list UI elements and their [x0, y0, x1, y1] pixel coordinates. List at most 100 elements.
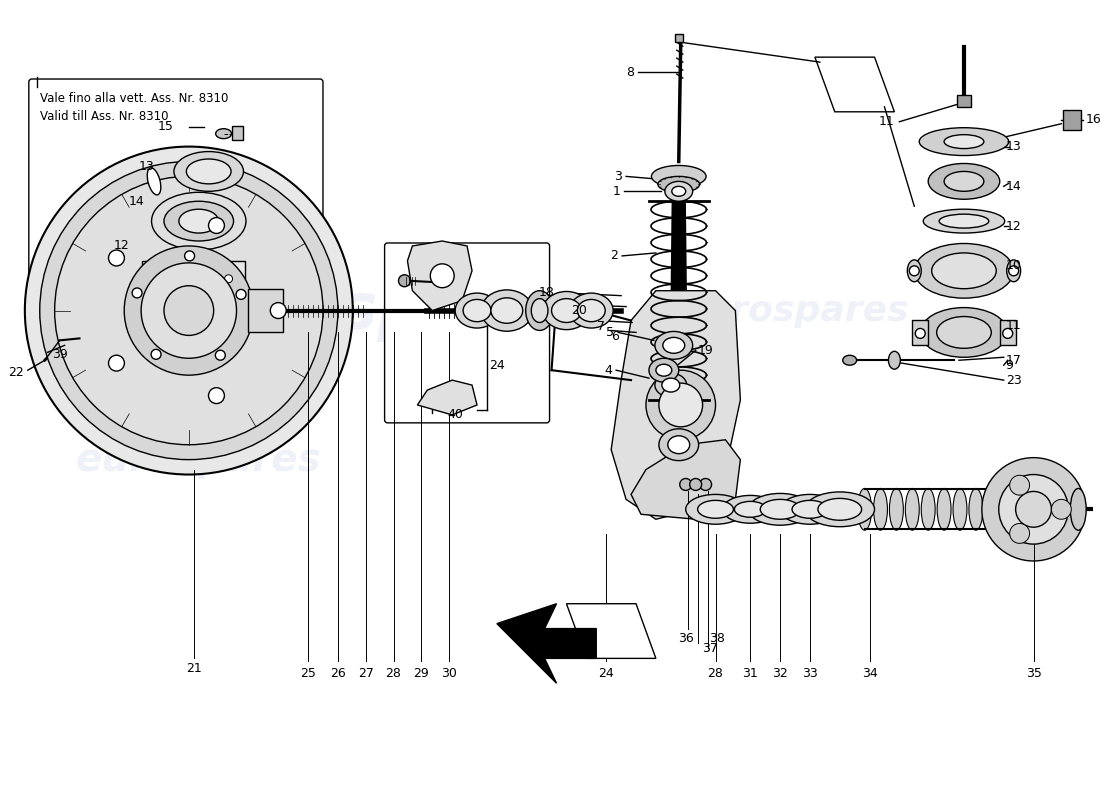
Text: Vale fino alla vett. Ass. Nr. 8310: Vale fino alla vett. Ass. Nr. 8310 [40, 92, 228, 105]
Ellipse shape [570, 293, 613, 328]
Ellipse shape [735, 502, 767, 518]
Ellipse shape [664, 182, 693, 202]
Text: 34: 34 [861, 666, 878, 680]
Ellipse shape [672, 186, 685, 196]
Circle shape [40, 162, 338, 460]
Ellipse shape [164, 202, 233, 241]
Text: 28: 28 [707, 666, 724, 680]
Text: 24: 24 [488, 358, 505, 372]
Ellipse shape [936, 317, 991, 348]
Text: 19: 19 [697, 344, 714, 357]
Text: 21: 21 [186, 662, 201, 675]
Ellipse shape [658, 176, 700, 192]
Text: 2: 2 [610, 250, 618, 262]
Ellipse shape [455, 293, 499, 328]
Polygon shape [497, 604, 596, 683]
Text: 11: 11 [879, 115, 894, 128]
Ellipse shape [843, 355, 857, 366]
Text: 35: 35 [1025, 666, 1042, 680]
Text: 4: 4 [604, 364, 613, 377]
Ellipse shape [890, 489, 903, 530]
Text: 5: 5 [606, 326, 614, 339]
Circle shape [1015, 491, 1052, 527]
Ellipse shape [186, 159, 231, 184]
Polygon shape [566, 604, 656, 658]
Ellipse shape [905, 489, 920, 530]
Ellipse shape [932, 253, 997, 289]
Ellipse shape [908, 260, 921, 282]
Ellipse shape [542, 291, 591, 330]
Circle shape [398, 274, 410, 286]
Circle shape [178, 274, 186, 282]
Circle shape [999, 474, 1068, 544]
Text: 29: 29 [414, 666, 429, 680]
Text: eurospares: eurospares [76, 441, 321, 478]
Text: 14: 14 [129, 194, 144, 208]
Text: 12: 12 [113, 239, 129, 253]
Circle shape [155, 274, 163, 282]
Text: 39: 39 [52, 348, 67, 361]
Circle shape [910, 266, 920, 276]
Ellipse shape [526, 290, 553, 330]
Ellipse shape [1006, 260, 1021, 282]
Ellipse shape [858, 489, 871, 530]
Text: 13: 13 [139, 160, 154, 173]
Circle shape [216, 350, 225, 360]
Circle shape [646, 370, 715, 440]
Ellipse shape [937, 489, 952, 530]
Ellipse shape [984, 489, 999, 530]
Text: 20: 20 [571, 304, 587, 317]
Circle shape [915, 329, 925, 338]
Circle shape [25, 146, 353, 474]
Circle shape [1010, 523, 1030, 543]
Ellipse shape [152, 192, 246, 250]
Circle shape [201, 274, 210, 282]
Ellipse shape [651, 166, 706, 187]
Ellipse shape [889, 351, 901, 369]
Circle shape [982, 458, 1086, 561]
Polygon shape [815, 57, 894, 112]
Bar [674, 34, 683, 42]
Ellipse shape [578, 299, 605, 322]
Text: 9: 9 [1005, 358, 1013, 372]
Text: 10: 10 [1005, 259, 1022, 272]
Ellipse shape [818, 498, 861, 520]
Polygon shape [407, 241, 472, 310]
Text: 32: 32 [772, 666, 788, 680]
Ellipse shape [216, 129, 232, 138]
FancyBboxPatch shape [142, 261, 245, 290]
Ellipse shape [805, 492, 874, 526]
FancyBboxPatch shape [385, 243, 550, 423]
Ellipse shape [663, 338, 684, 354]
Polygon shape [417, 380, 477, 415]
Text: 15: 15 [158, 120, 174, 134]
Ellipse shape [654, 331, 693, 359]
Text: eurospares: eurospares [176, 279, 580, 342]
Ellipse shape [939, 214, 989, 228]
Text: 3: 3 [614, 170, 623, 183]
Ellipse shape [953, 489, 967, 530]
Ellipse shape [760, 499, 800, 519]
Text: 33: 33 [802, 666, 817, 680]
Ellipse shape [531, 298, 548, 322]
Circle shape [236, 290, 246, 299]
Text: 36: 36 [678, 632, 694, 645]
Circle shape [55, 176, 323, 445]
Circle shape [185, 251, 195, 261]
Ellipse shape [792, 500, 828, 518]
Ellipse shape [481, 290, 532, 331]
Ellipse shape [921, 307, 1008, 358]
Text: 7: 7 [597, 320, 605, 333]
Text: 25: 25 [300, 666, 316, 680]
Text: 30: 30 [441, 666, 458, 680]
Circle shape [209, 388, 224, 403]
Circle shape [1009, 266, 1019, 276]
Ellipse shape [551, 298, 582, 322]
Bar [232, 126, 243, 140]
Circle shape [109, 355, 124, 371]
Circle shape [680, 478, 692, 490]
Ellipse shape [1070, 489, 1086, 530]
Text: 38: 38 [710, 632, 725, 645]
Circle shape [209, 218, 224, 234]
Ellipse shape [944, 171, 983, 191]
